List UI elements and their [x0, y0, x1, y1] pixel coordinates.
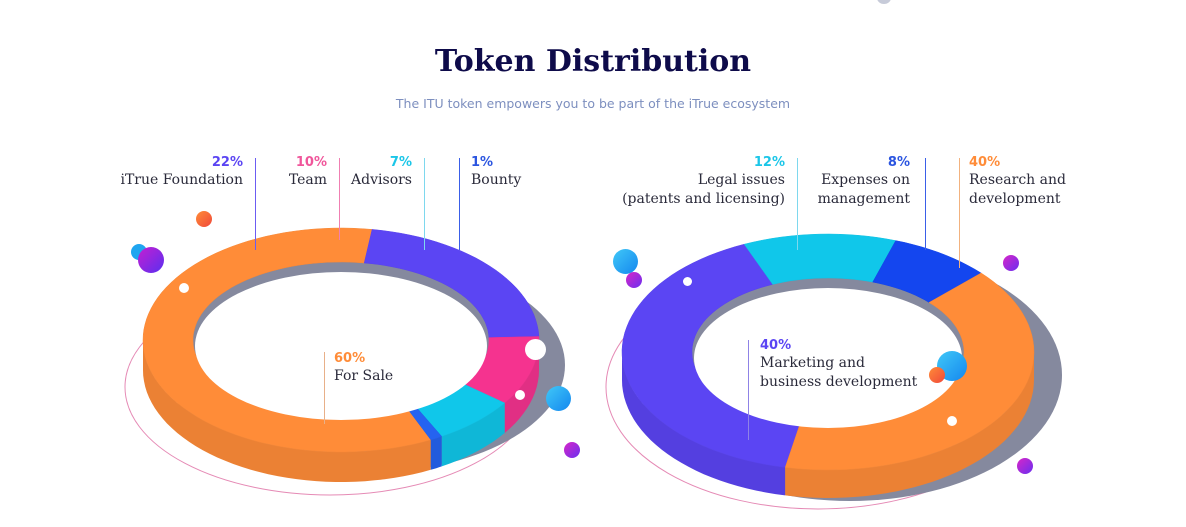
page-title: Token Distribution	[434, 44, 752, 79]
category-label-line: Research and	[969, 172, 1066, 188]
donut-hole	[694, 288, 962, 428]
category-label-line: management	[817, 191, 910, 207]
value-label: 1%	[471, 155, 494, 170]
leader-line	[255, 158, 256, 250]
donut-segment-side	[504, 340, 539, 433]
category-label-line: (patents and licensing)	[622, 191, 785, 207]
value-label: 60%	[334, 351, 366, 366]
leader-line	[459, 158, 460, 250]
label-for-sale: 60% For Sale	[334, 351, 393, 386]
leader-line	[339, 158, 340, 240]
value-label: 40%	[760, 338, 792, 353]
decor-bubble	[683, 277, 692, 286]
value-label: 40%	[969, 155, 1001, 170]
label-team: 10% Team	[289, 155, 327, 190]
donut-segment-side	[441, 403, 505, 467]
decor-bubble	[179, 283, 189, 293]
category-label-line: Legal issues	[697, 172, 785, 188]
category-label: For Sale	[334, 368, 394, 384]
category-label-line: Expenses on	[821, 172, 910, 188]
donut-segment-side	[143, 340, 431, 482]
category-label-line: development	[969, 191, 1061, 207]
donut-segment-side	[785, 352, 1034, 498]
category-label: Advisors	[351, 172, 412, 188]
donut-hole	[195, 272, 487, 420]
decor-bubble	[613, 249, 638, 274]
value-label: 7%	[389, 155, 412, 170]
decor-bubble	[546, 386, 571, 411]
decor-bubble	[947, 416, 957, 426]
decor-bubble	[1003, 255, 1019, 271]
leader-line	[324, 352, 325, 424]
label-itrue-foundation: 22% iTrue Foundation	[120, 155, 243, 190]
value-label: 22%	[211, 155, 243, 170]
category-label: Team	[288, 172, 327, 188]
leader-line	[925, 158, 926, 250]
decor-bubble	[138, 247, 164, 273]
value-label: 10%	[295, 155, 327, 170]
decor-bubble	[196, 211, 212, 227]
category-label-line: business development	[760, 374, 918, 390]
label-advisors: 7% Advisors	[351, 155, 412, 190]
donut-segment-side	[430, 436, 442, 470]
decor-bubble	[626, 272, 642, 288]
decor-bubble	[564, 442, 580, 458]
value-label: 8%	[887, 155, 910, 170]
decor-bubble	[929, 367, 945, 383]
donut-segment-side	[622, 352, 786, 496]
leader-line	[959, 158, 960, 268]
category-label-line: Marketing and	[760, 355, 865, 371]
label-research-development: 40% Research and development	[969, 155, 1066, 209]
decor-bubble	[525, 339, 546, 360]
decor-bubble	[1017, 458, 1033, 474]
value-label: 12%	[753, 155, 785, 170]
category-label: Bounty	[471, 172, 522, 188]
leader-line	[797, 158, 798, 250]
label-expenses-management: 8% Expenses on management	[818, 155, 910, 209]
leader-line	[748, 340, 749, 440]
decor-bubble	[515, 390, 525, 400]
label-bounty: 1% Bounty	[471, 155, 521, 190]
page-subtitle: The ITU token empowers you to be part of…	[395, 96, 791, 111]
label-marketing: 40% Marketing and business development	[760, 338, 917, 392]
category-label: iTrue Foundation	[120, 172, 243, 188]
leader-line	[424, 158, 425, 250]
label-legal-issues: 12% Legal issues (patents and licensing)	[622, 155, 785, 209]
decor-bubble	[877, 0, 891, 4]
